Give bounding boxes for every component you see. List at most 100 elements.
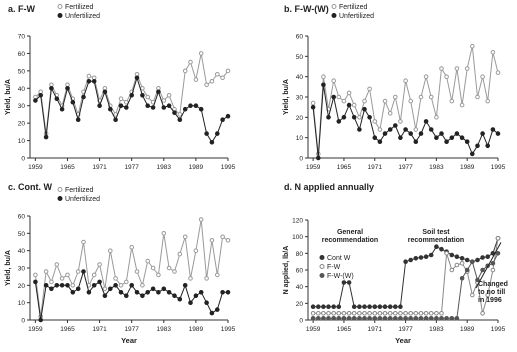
- series-line: [34, 219, 229, 317]
- data-point: [134, 75, 140, 81]
- annotation-line: General: [337, 229, 363, 236]
- data-point: [326, 311, 331, 316]
- data-point: [362, 316, 367, 321]
- y-tick-label: 10: [296, 135, 304, 142]
- y-tick-label: 10: [18, 138, 26, 145]
- chart-title: b. F-W-(W): [284, 4, 329, 14]
- annotation-arrow: [475, 242, 502, 289]
- x-tick-label: 1971: [368, 164, 383, 171]
- data-point: [398, 304, 403, 310]
- data-point: [490, 50, 496, 55]
- data-point: [156, 290, 161, 295]
- data-point: [49, 286, 54, 292]
- x-tick-label: 1977: [124, 326, 139, 333]
- data-point: [54, 96, 60, 101]
- data-point: [351, 311, 357, 316]
- chart-panel-4: d. N applied annually 0 20 40 60 80 100 120 1959…: [283, 182, 508, 345]
- data-point: [459, 135, 465, 140]
- data-point: [33, 98, 38, 103]
- data-point: [86, 290, 92, 295]
- y-tick-label: 10: [18, 300, 26, 307]
- data-point: [161, 286, 167, 292]
- data-point: [470, 259, 475, 265]
- data-point: [403, 78, 408, 83]
- data-point: [428, 311, 434, 316]
- data-point: [225, 238, 231, 243]
- data-point: [166, 103, 172, 108]
- data-point: [393, 94, 398, 100]
- data-point: [362, 106, 367, 112]
- data-point: [161, 231, 167, 236]
- data-point: [475, 257, 480, 263]
- data-point: [209, 79, 215, 84]
- data-point: [423, 119, 429, 124]
- data-point: [172, 110, 177, 115]
- data-point: [188, 276, 193, 281]
- data-point: [118, 96, 124, 101]
- data-point: [480, 131, 485, 136]
- data-point: [204, 276, 209, 281]
- data-point: [413, 127, 419, 132]
- data-point: [188, 103, 193, 108]
- data-point: [341, 115, 347, 120]
- data-point: [140, 93, 145, 98]
- legend-marker: [57, 4, 63, 9]
- legend-label: F-W-(W): [327, 273, 354, 280]
- y-tick-label: 20: [296, 115, 304, 122]
- data-point: [413, 256, 419, 261]
- data-point: [331, 316, 337, 321]
- data-point: [331, 304, 337, 310]
- data-point: [357, 316, 362, 321]
- data-point: [182, 106, 188, 112]
- data-point: [480, 74, 485, 79]
- data-point: [198, 51, 204, 56]
- data-point: [336, 119, 342, 124]
- legend-label: Cont W: [327, 255, 351, 262]
- chart-panel-3: c. Cont. W 0 10 20 30 40 50 60 1959 1965 1971 1977 1…: [5, 182, 236, 345]
- legend-marker: [57, 196, 63, 201]
- annotation-line: in 1996: [478, 297, 502, 304]
- data-point: [444, 139, 449, 144]
- x-tick-label: 1965: [60, 326, 75, 333]
- data-point: [188, 59, 193, 65]
- data-point: [346, 102, 352, 108]
- data-point: [454, 131, 460, 136]
- data-point: [118, 290, 124, 295]
- data-point: [408, 311, 414, 316]
- data-point: [439, 66, 444, 71]
- data-point: [172, 293, 177, 299]
- y-tick-label: 20: [296, 301, 304, 308]
- data-point: [145, 290, 150, 295]
- y-tick-label: 60: [296, 34, 304, 41]
- data-point: [321, 316, 326, 321]
- data-point: [75, 117, 81, 122]
- data-point: [161, 98, 167, 103]
- data-point: [316, 155, 321, 161]
- data-point: [434, 316, 439, 321]
- data-point: [166, 265, 172, 271]
- data-point: [198, 217, 204, 222]
- series-fertilized: [310, 43, 501, 157]
- data-point: [70, 283, 76, 288]
- data-point: [444, 74, 449, 79]
- data-point: [495, 236, 501, 241]
- data-point: [434, 311, 439, 316]
- data-point: [81, 269, 86, 274]
- legend: Cont W F-W F-W-(W): [319, 255, 354, 280]
- data-point: [367, 115, 372, 120]
- data-point: [43, 283, 49, 288]
- data-point: [43, 269, 49, 274]
- data-point: [470, 43, 475, 49]
- x-tick-label: 1977: [398, 164, 413, 171]
- data-point: [362, 98, 367, 104]
- data-point: [65, 283, 70, 288]
- data-point: [97, 103, 102, 108]
- y-tick-label: 30: [18, 266, 26, 273]
- y-tick-label: 20: [18, 283, 26, 290]
- data-point: [403, 127, 408, 132]
- data-point: [215, 72, 220, 77]
- data-point: [220, 117, 225, 122]
- y-axis-label: Yield, bu/A: [283, 79, 290, 115]
- y-tick-label: 0: [299, 318, 303, 325]
- data-point: [387, 127, 393, 132]
